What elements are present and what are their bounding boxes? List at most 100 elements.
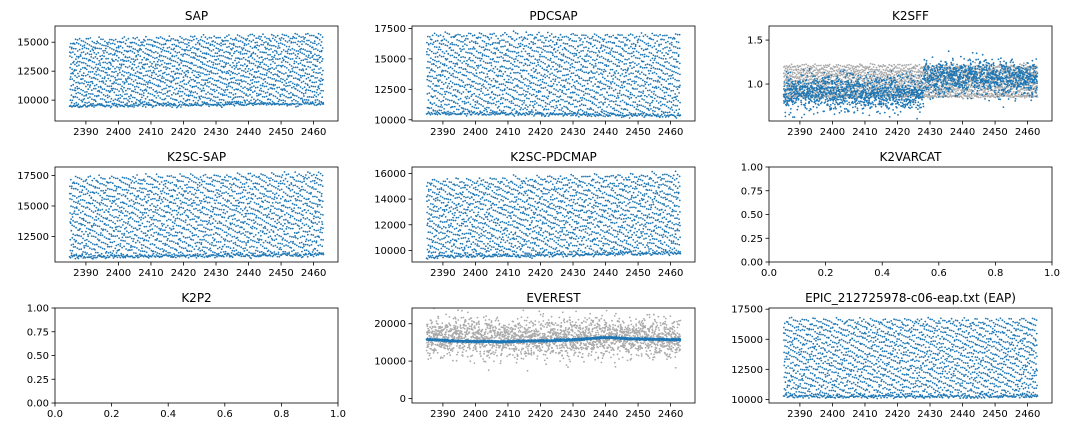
data-point (554, 107, 557, 110)
data-point (133, 63, 136, 66)
data-point (563, 105, 565, 108)
data-point (110, 85, 113, 88)
data-point (440, 104, 443, 106)
data-point (536, 59, 539, 61)
data-point (662, 112, 665, 114)
data-point (238, 95, 241, 98)
data-point (630, 96, 633, 99)
data-point (608, 60, 611, 63)
data-point (253, 75, 256, 78)
data-point (275, 40, 278, 43)
data-point (674, 46, 677, 48)
data-point (615, 109, 618, 112)
data-point (273, 44, 275, 47)
data-point (523, 45, 526, 48)
data-point (264, 57, 267, 60)
data-point (640, 113, 643, 115)
data-point (100, 80, 103, 83)
data-point (659, 50, 662, 52)
data-point (677, 112, 680, 115)
data-point (182, 76, 185, 79)
data-point (565, 74, 568, 76)
data-point (471, 48, 474, 50)
data-point (518, 93, 520, 96)
data-point (141, 96, 143, 99)
data-point (124, 93, 126, 96)
data-point (123, 97, 125, 100)
data-point (671, 70, 673, 72)
data-point (797, 68, 800, 71)
data-point (210, 71, 213, 74)
data-point (649, 113, 651, 116)
data-point (209, 77, 212, 79)
data-point (451, 94, 454, 97)
data-point (228, 34, 230, 36)
data-point (216, 86, 219, 88)
data-point (290, 104, 292, 106)
data-point (197, 86, 200, 89)
data-point (540, 60, 543, 63)
data-point (663, 95, 666, 98)
data-point (448, 33, 451, 35)
y-tick-label: 12500 (17, 67, 49, 78)
data-point (447, 67, 450, 69)
data-point (232, 71, 235, 74)
data-point (650, 38, 653, 41)
data-point (576, 100, 579, 103)
data-point (230, 48, 233, 51)
data-point (602, 102, 604, 105)
data-point (546, 89, 549, 91)
data-point (507, 41, 509, 43)
data-point (455, 56, 458, 59)
data-point (288, 63, 291, 66)
data-point (671, 38, 674, 40)
data-point (309, 45, 311, 48)
data-point (475, 95, 477, 98)
data-point (577, 111, 579, 113)
data-point (243, 42, 246, 45)
data-point (219, 60, 222, 62)
data-point (283, 94, 285, 97)
data-point (597, 106, 600, 109)
data-point (664, 86, 667, 89)
data-point (434, 95, 437, 97)
data-point (538, 98, 541, 101)
data-point (486, 110, 488, 113)
data-point (78, 37, 81, 40)
data-point (205, 103, 208, 106)
data-point (218, 43, 221, 46)
data-point (594, 72, 596, 74)
data-point (116, 40, 119, 43)
data-point (628, 117, 631, 119)
data-point (139, 44, 142, 47)
data-point (123, 75, 125, 77)
data-point (429, 49, 431, 52)
data-point (587, 60, 589, 62)
data-point (152, 88, 155, 91)
data-point (283, 73, 285, 75)
data-point (591, 89, 594, 91)
data-point (447, 76, 450, 79)
data-point (222, 78, 225, 80)
data-point (183, 79, 185, 81)
data-point (520, 81, 522, 83)
data-point (164, 43, 167, 46)
data-point (213, 95, 215, 98)
data-point (466, 59, 468, 62)
data-point (653, 97, 656, 100)
data-point (225, 86, 228, 89)
data-point (69, 78, 72, 81)
data-point (151, 93, 154, 96)
data-point (564, 100, 566, 103)
data-point (261, 84, 264, 87)
data-point (636, 115, 639, 117)
data-point (228, 82, 231, 84)
data-point (213, 79, 216, 82)
data-point (209, 43, 212, 46)
data-point (818, 75, 821, 78)
data-point (145, 102, 148, 104)
data-point (302, 48, 305, 51)
data-point (514, 104, 517, 107)
data-point (667, 106, 670, 109)
data-point (608, 103, 610, 106)
